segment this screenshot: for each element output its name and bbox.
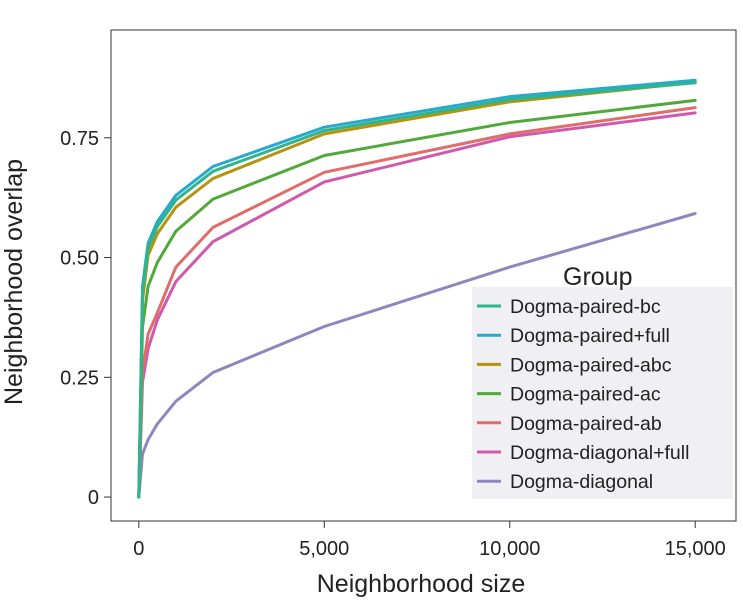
legend-label: Dogma-paired+full xyxy=(510,325,670,347)
x-axis-title: Neighborhood size xyxy=(317,570,525,598)
x-tick-label: 0 xyxy=(133,538,144,560)
y-tick-label: 0.25 xyxy=(60,367,99,389)
x-tick-label: 5,000 xyxy=(299,538,349,560)
legend-label: Dogma-diagonal xyxy=(510,471,653,493)
legend-background xyxy=(472,287,733,499)
legend-label: Dogma-paired-abc xyxy=(510,354,672,376)
series-line xyxy=(137,106,697,499)
legend-label: Dogma-paired-bc xyxy=(510,296,661,318)
series-line xyxy=(137,81,697,499)
x-tick-label: 10,000 xyxy=(479,538,540,560)
axes: 0 5,000 10,000 15,000 0 0.25 0.50 0.75 xyxy=(60,128,726,560)
series-lines xyxy=(137,78,697,499)
y-tick-label: 0.50 xyxy=(60,248,99,270)
y-tick-label: 0.75 xyxy=(60,128,99,150)
legend-title: Group xyxy=(563,263,632,291)
legend-label: Dogma-diagonal+full xyxy=(510,442,689,464)
series-line xyxy=(137,212,697,499)
x-tick-label: 15,000 xyxy=(665,538,726,560)
series-line xyxy=(137,98,697,499)
series-line xyxy=(137,111,697,499)
y-tick-label: 0 xyxy=(88,487,99,509)
legend-label: Dogma-paired-ab xyxy=(510,413,662,435)
y-axis-title: Neighborhood overlap xyxy=(0,159,28,405)
legend-label: Dogma-paired-ac xyxy=(510,384,661,406)
legend: Group Dogma-paired-bc Dogma-paired+full Do… xyxy=(472,263,733,499)
